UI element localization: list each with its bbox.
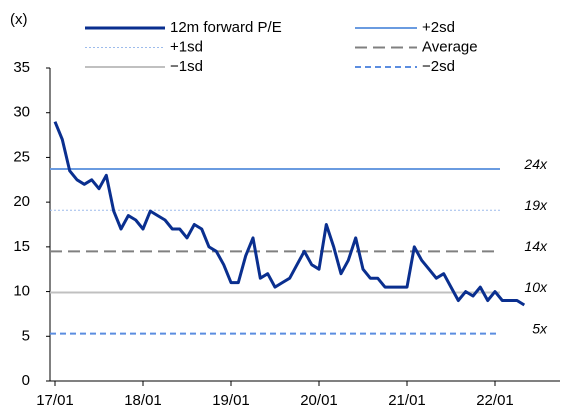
reference-label: 5x bbox=[532, 320, 548, 336]
legend-label: 12m forward P/E bbox=[170, 19, 282, 36]
y-tick-label: 10 bbox=[13, 283, 30, 300]
x-tick-label: 18/01 bbox=[124, 392, 162, 409]
y-tick-label: 20 bbox=[13, 193, 30, 210]
reference-label: 19x bbox=[524, 197, 548, 213]
legend-label: +2sd bbox=[422, 19, 455, 36]
y-tick-label: 25 bbox=[13, 148, 30, 165]
x-tick-label: 20/01 bbox=[300, 392, 338, 409]
y-tick-label: 5 bbox=[22, 327, 30, 344]
x-tick-label: 22/01 bbox=[476, 392, 514, 409]
y-tick-label: 35 bbox=[13, 59, 30, 76]
legend-label: +1sd bbox=[170, 38, 203, 55]
y-tick-label: 15 bbox=[13, 238, 30, 255]
legend-label: Average bbox=[422, 38, 478, 55]
y-tick-label: 0 bbox=[22, 372, 30, 389]
pe-line bbox=[53, 121, 526, 307]
y-tick-label: 30 bbox=[13, 104, 30, 121]
reference-label: 24x bbox=[523, 156, 548, 172]
unit-label: (x) bbox=[10, 11, 28, 28]
reference-label: 10x bbox=[524, 279, 548, 295]
legend-label: −1sd bbox=[170, 58, 203, 75]
x-tick-label: 19/01 bbox=[212, 392, 250, 409]
reference-label: 14x bbox=[524, 238, 548, 254]
legend-label: −2sd bbox=[422, 58, 455, 75]
x-tick-label: 17/01 bbox=[36, 392, 74, 409]
x-tick-label: 21/01 bbox=[388, 392, 426, 409]
